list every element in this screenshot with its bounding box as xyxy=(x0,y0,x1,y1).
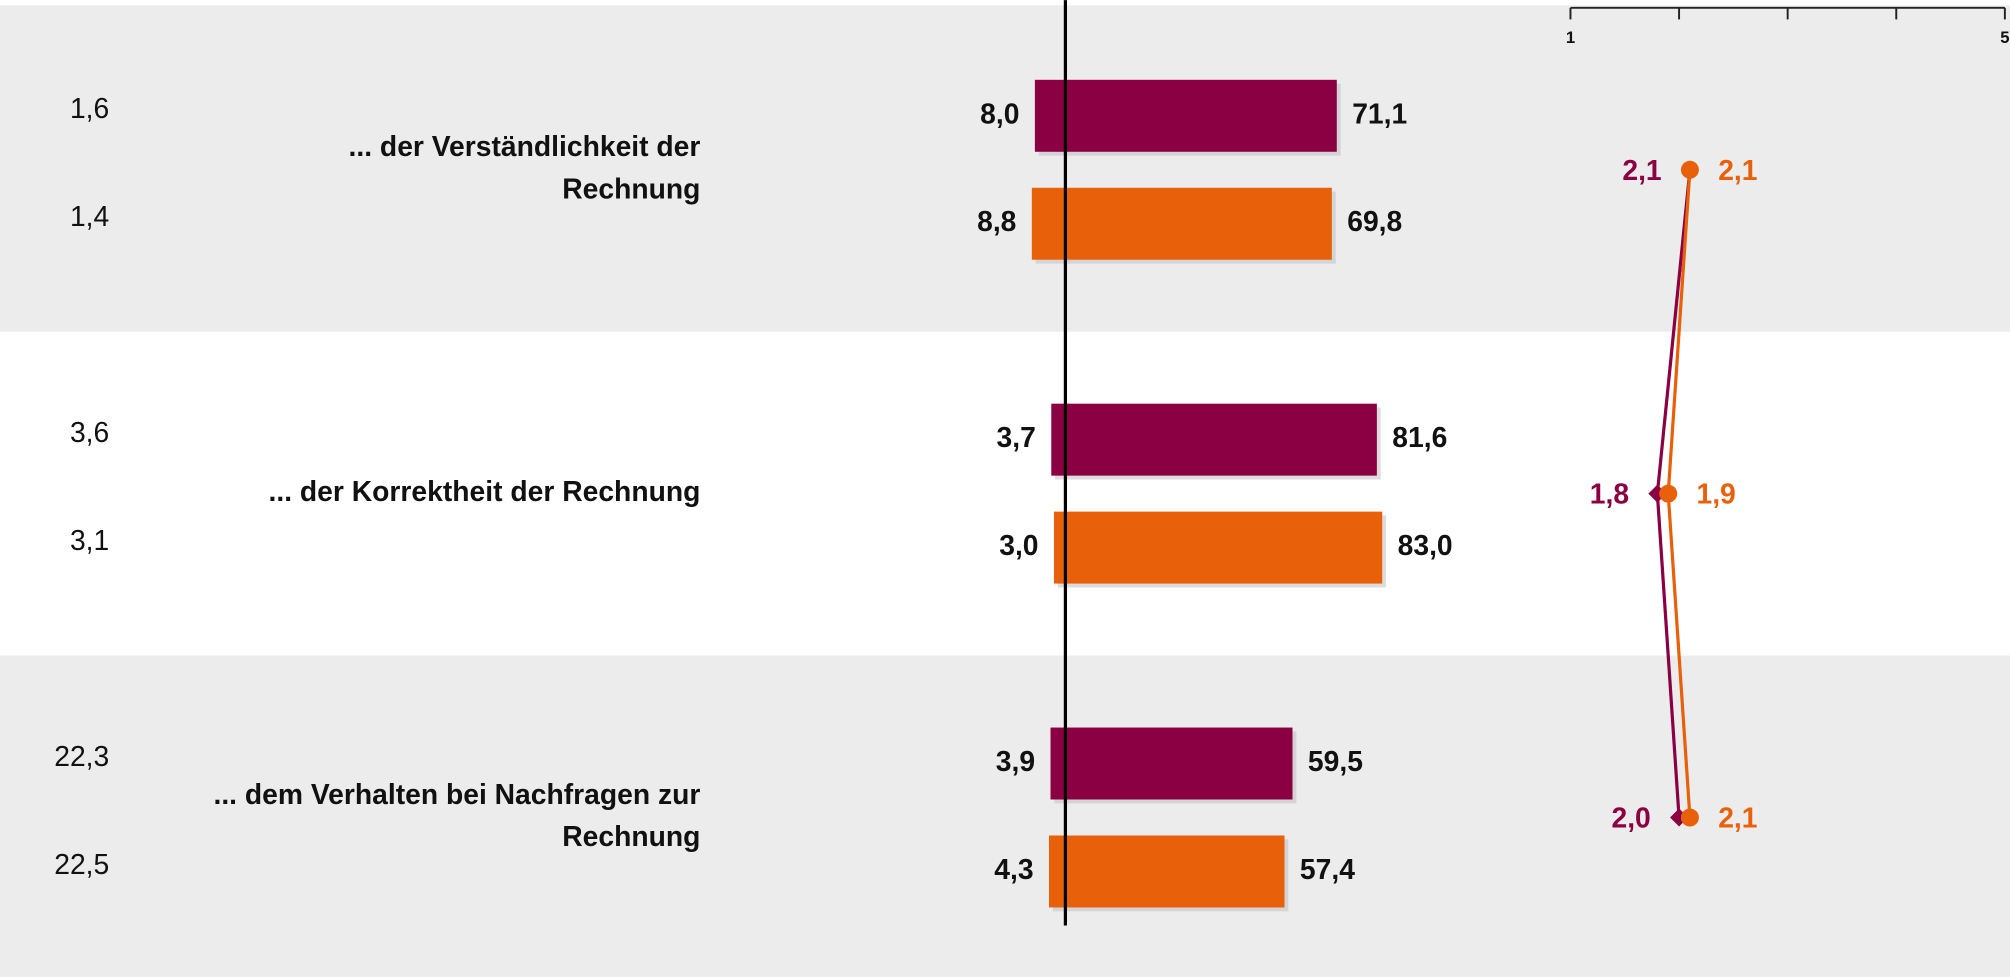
negative-label: 3,9 xyxy=(996,745,1035,777)
mean-label: 2,1 xyxy=(1718,802,1757,834)
row-label: Rechnung xyxy=(562,172,700,204)
side-value: 1,4 xyxy=(70,200,109,232)
positive-bar xyxy=(1065,187,1332,260)
positive-bar xyxy=(1065,79,1337,152)
negative-label: 3,0 xyxy=(999,529,1038,561)
mean-label: 1,9 xyxy=(1696,478,1735,510)
mean-label: 2,0 xyxy=(1611,802,1650,834)
positive-bar xyxy=(1065,403,1377,476)
tick-label: 1 xyxy=(1566,28,1575,47)
side-value: 1,6 xyxy=(70,92,109,124)
mean-label: 2,1 xyxy=(1622,154,1661,186)
row-label: Rechnung xyxy=(562,820,700,852)
positive-label: 59,5 xyxy=(1308,745,1363,777)
negative-bar xyxy=(1053,511,1066,584)
negative-label: 8,0 xyxy=(980,97,1019,129)
negative-bar xyxy=(1050,727,1066,800)
positive-bar xyxy=(1065,511,1383,584)
positive-label: 57,4 xyxy=(1300,853,1355,885)
row-band xyxy=(0,655,2010,977)
negative-label: 4,3 xyxy=(994,853,1033,885)
positive-bar xyxy=(1065,835,1285,908)
side-value: 3,1 xyxy=(70,524,109,556)
side-value: 3,6 xyxy=(70,416,109,448)
positive-label: 83,0 xyxy=(1398,529,1453,561)
negative-bar xyxy=(1034,79,1066,152)
negative-bar xyxy=(1031,187,1066,260)
mean-label: 1,8 xyxy=(1590,478,1629,510)
side-value: 22,5 xyxy=(54,848,109,880)
row-label: ... der Korrektheit der Rechnung xyxy=(268,475,700,507)
negative-bar xyxy=(1051,403,1066,476)
tick-label: 5 xyxy=(2000,28,2009,47)
positive-label: 69,8 xyxy=(1347,205,1402,237)
positive-bar xyxy=(1065,727,1293,800)
positive-label: 71,1 xyxy=(1352,97,1407,129)
row-label: ... dem Verhalten bei Nachfragen zur xyxy=(213,778,700,810)
negative-label: 3,7 xyxy=(997,421,1036,453)
mean-label: 2,1 xyxy=(1718,154,1757,186)
positive-label: 81,6 xyxy=(1392,421,1447,453)
mean-marker xyxy=(1680,160,1699,179)
row-label: ... der Verständlichkeit der xyxy=(349,130,701,162)
row-band xyxy=(0,5,2010,332)
side-value: 22,3 xyxy=(54,740,109,772)
mean-marker xyxy=(1659,484,1678,503)
negative-bar xyxy=(1048,835,1066,908)
negative-label: 8,8 xyxy=(977,205,1016,237)
mean-marker xyxy=(1680,808,1699,827)
